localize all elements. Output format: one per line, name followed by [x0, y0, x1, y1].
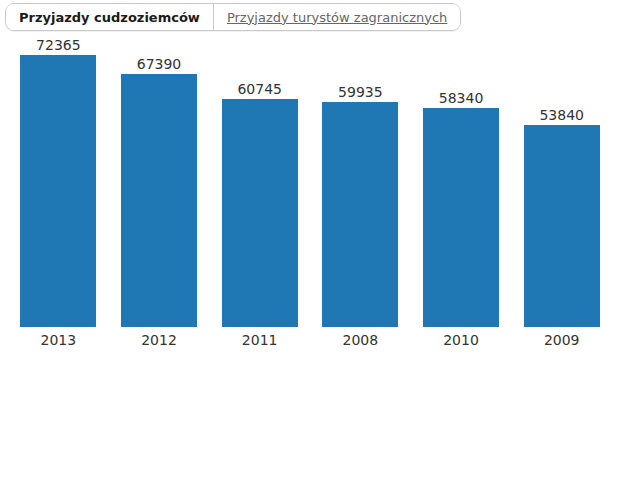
bar-chart: 72365 2013 67390 2012 60745 2011 59935 2008 5834… — [0, 37, 620, 349]
bar-category-label: 2011 — [242, 332, 278, 349]
bar-category-label: 2012 — [141, 332, 177, 349]
bar[interactable] — [222, 99, 298, 327]
tab-przyjazdy-turystow-zagranicznych[interactable]: Przyjazdy turystów zagranicznych — [214, 4, 460, 30]
bar-category-label: 2008 — [343, 332, 379, 349]
bar-column: 60745 2011 — [209, 37, 310, 349]
bar-column: 72365 2013 — [8, 37, 109, 349]
tab-bar: Przyjazdy cudzoziemców Przyjazdy turystó… — [5, 3, 461, 31]
bar[interactable] — [20, 55, 96, 327]
bar-value-label: 60745 — [237, 81, 282, 97]
bar-column: 59935 2008 — [310, 37, 411, 349]
bar-column: 58340 2010 — [411, 37, 512, 349]
bar-category-label: 2010 — [443, 332, 479, 349]
tab-przyjazdy-cudzoziemcow[interactable]: Przyjazdy cudzoziemców — [6, 4, 213, 30]
bar-value-label: 53840 — [539, 107, 584, 123]
bar[interactable] — [524, 125, 600, 327]
bar[interactable] — [121, 74, 197, 327]
bar-value-label: 59935 — [338, 84, 383, 100]
bar[interactable] — [423, 108, 499, 327]
bar-value-label: 58340 — [439, 90, 484, 106]
bar-value-label: 72365 — [36, 37, 81, 53]
bar-column: 53840 2009 — [511, 37, 612, 349]
tab-przyjazdy-cudzoziemcow-label: Przyjazdy cudzoziemców — [19, 10, 200, 25]
bar-column: 67390 2012 — [109, 37, 210, 349]
bar-category-label: 2013 — [41, 332, 77, 349]
bar[interactable] — [322, 102, 398, 327]
bar-value-label: 67390 — [137, 56, 182, 72]
tab-przyjazdy-turystow-zagranicznych-label: Przyjazdy turystów zagranicznych — [227, 10, 447, 25]
bar-category-label: 2009 — [544, 332, 580, 349]
